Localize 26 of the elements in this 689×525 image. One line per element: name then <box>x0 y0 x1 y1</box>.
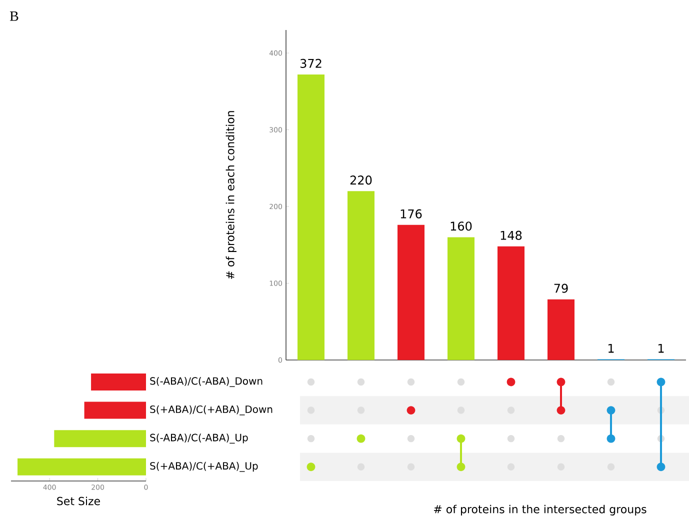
data-label: 1 <box>658 344 664 353</box>
bar <box>348 191 374 360</box>
y-tick-label: S(-ABA)/C(-ABA)_Down <box>150 377 262 387</box>
y-tick-label: S(-ABA)/C(-ABA)_Up <box>150 434 248 444</box>
x-axis-title: Set Size <box>57 496 100 506</box>
data-label: 1 <box>608 344 614 353</box>
bar <box>84 402 146 419</box>
data-label: 176 <box>400 209 422 218</box>
text: B <box>10 12 18 21</box>
y-axis-title: # of proteins in each condition <box>226 111 236 279</box>
bar <box>498 246 524 360</box>
data-label: 148 <box>500 230 522 240</box>
y-tick-label: S(+ABA)/C(+ABA)_Up <box>150 462 258 472</box>
data-label: 160 <box>450 222 472 231</box>
bar <box>18 458 146 476</box>
data-label: 220 <box>350 176 372 185</box>
x-axis-title: # of proteins in the intersected groups <box>434 504 646 516</box>
y-tick-label: S(+ABA)/C(+ABA)_Down <box>150 405 272 416</box>
data-label: 372 <box>300 58 322 68</box>
bar <box>54 430 146 448</box>
bar <box>91 373 146 390</box>
bar <box>398 224 424 360</box>
bar <box>448 237 474 360</box>
data-label: 79 <box>554 284 568 293</box>
bar <box>298 74 324 360</box>
bar <box>548 299 574 360</box>
